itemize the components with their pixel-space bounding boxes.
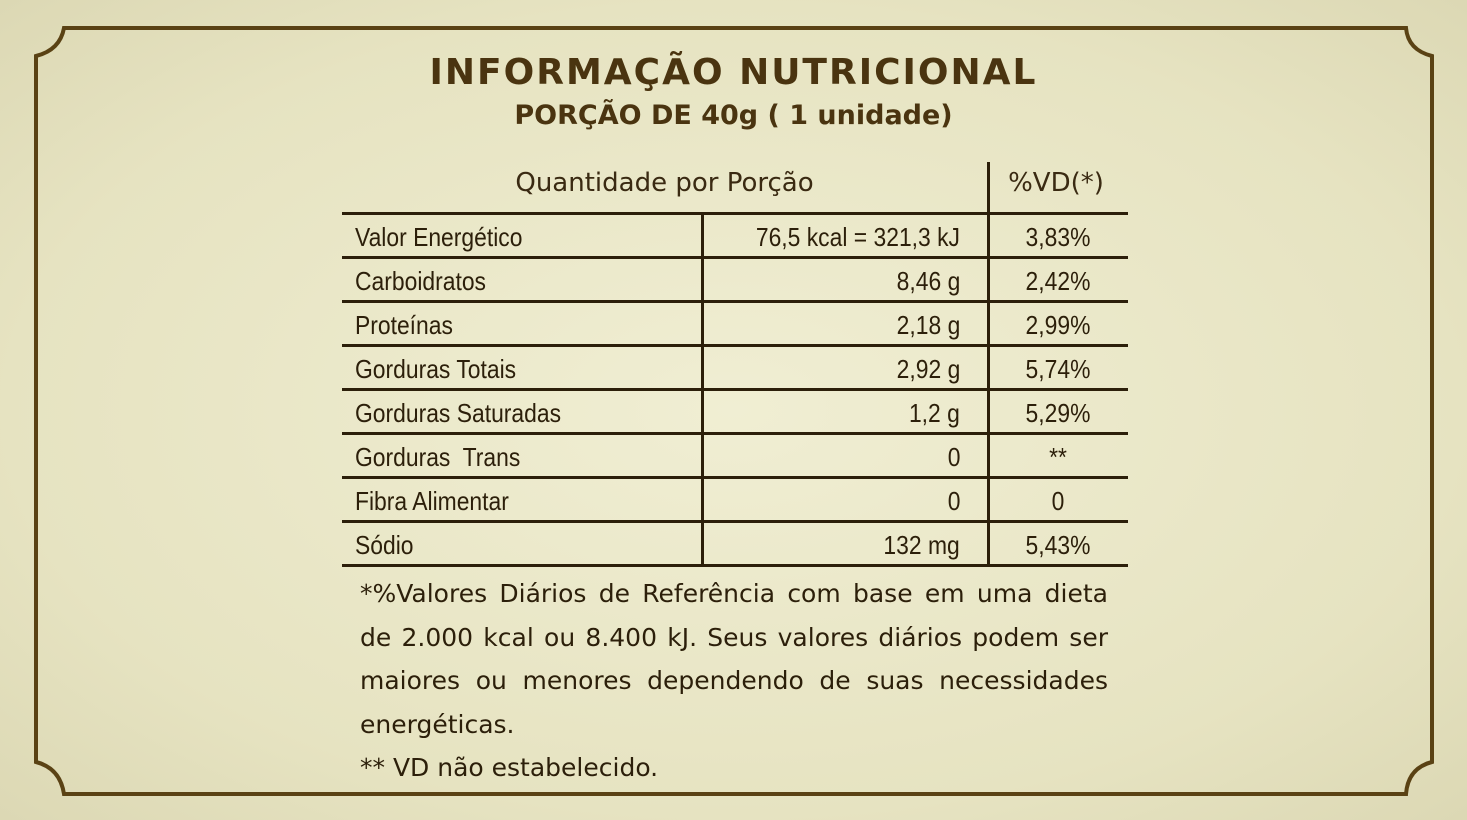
table-row: Sódio 132 mg 5,43%	[342, 520, 1128, 567]
column-divider	[987, 212, 990, 256]
column-divider	[701, 432, 704, 476]
footnote-reference: *%Valores Diários de Referência com base…	[360, 579, 1108, 739]
table-row: Carboidratos 8,46 g 2,42%	[342, 256, 1128, 300]
column-divider	[701, 520, 704, 564]
table-row: Proteínas 2,18 g 2,99%	[342, 300, 1128, 344]
nutrient-quantity: 1,2 g	[909, 398, 960, 428]
nutrient-vd: 5,74%	[1025, 354, 1091, 384]
nutrient-name: Gorduras Trans	[355, 442, 521, 472]
nutrient-quantity: 8,46 g	[896, 266, 960, 296]
table-row: Valor Energético 76,5 kcal = 321,3 kJ 3,…	[342, 212, 1128, 256]
column-divider	[701, 300, 704, 344]
nutrient-vd: 2,42%	[1025, 266, 1091, 296]
nutrient-quantity: 2,18 g	[896, 310, 960, 340]
header-quantity: Quantidade por Porção	[515, 168, 814, 198]
header-vd: %VD(*)	[1008, 168, 1104, 198]
nutrient-vd: **	[1049, 442, 1067, 472]
column-divider	[701, 212, 704, 256]
column-divider	[987, 476, 990, 520]
nutrient-quantity: 76,5 kcal = 321,3 kJ	[755, 222, 960, 252]
footnote-not-established: ** VD não estabelecido.	[360, 753, 659, 782]
table-row: Gorduras Trans 0 **	[342, 432, 1128, 476]
column-divider	[987, 344, 990, 388]
nutrient-name: Fibra Alimentar	[355, 486, 509, 516]
nutrient-quantity: 132 mg	[883, 530, 960, 560]
nutrient-vd: 5,29%	[1025, 398, 1091, 428]
column-divider	[701, 344, 704, 388]
column-divider	[701, 476, 704, 520]
footnote: *%Valores Diários de Referência com base…	[360, 572, 1108, 790]
nutrient-name: Gorduras Saturadas	[355, 398, 562, 428]
nutrient-name: Proteínas	[355, 310, 453, 340]
column-divider	[701, 256, 704, 300]
header-divider	[987, 162, 990, 212]
nutrient-quantity: 0	[947, 442, 960, 472]
nutrient-name: Gorduras Totais	[355, 354, 517, 384]
nutrient-quantity: 2,92 g	[896, 354, 960, 384]
nutrient-name: Carboidratos	[355, 266, 486, 296]
page-title: INFORMAÇÃO NUTRICIONAL	[429, 52, 1038, 93]
nutrient-vd: 2,99%	[1025, 310, 1091, 340]
column-divider	[701, 388, 704, 432]
column-divider	[987, 256, 990, 300]
table-header: Quantidade por Porção %VD(*)	[342, 162, 1128, 212]
nutrient-vd: 3,83%	[1025, 222, 1091, 252]
column-divider	[987, 300, 990, 344]
nutrition-table: Quantidade por Porção %VD(*) Valor Energ…	[342, 162, 1128, 567]
column-divider	[987, 388, 990, 432]
nutrient-vd: 0	[1051, 486, 1065, 516]
nutrient-vd: 5,43%	[1025, 530, 1091, 560]
table-body: Valor Energético 76,5 kcal = 321,3 kJ 3,…	[342, 212, 1128, 567]
table-row: Gorduras Totais 2,92 g 5,74%	[342, 344, 1128, 388]
table-row: Fibra Alimentar 0 0	[342, 476, 1128, 520]
column-divider	[987, 432, 990, 476]
nutrient-name: Sódio	[355, 530, 414, 560]
nutrient-quantity: 0	[947, 486, 960, 516]
table-row: Gorduras Saturadas 1,2 g 5,29%	[342, 388, 1128, 432]
serving-size: PORÇÃO DE 40g ( 1 unidade)	[514, 100, 953, 131]
nutrient-name: Valor Energético	[355, 222, 523, 252]
column-divider	[987, 520, 990, 564]
